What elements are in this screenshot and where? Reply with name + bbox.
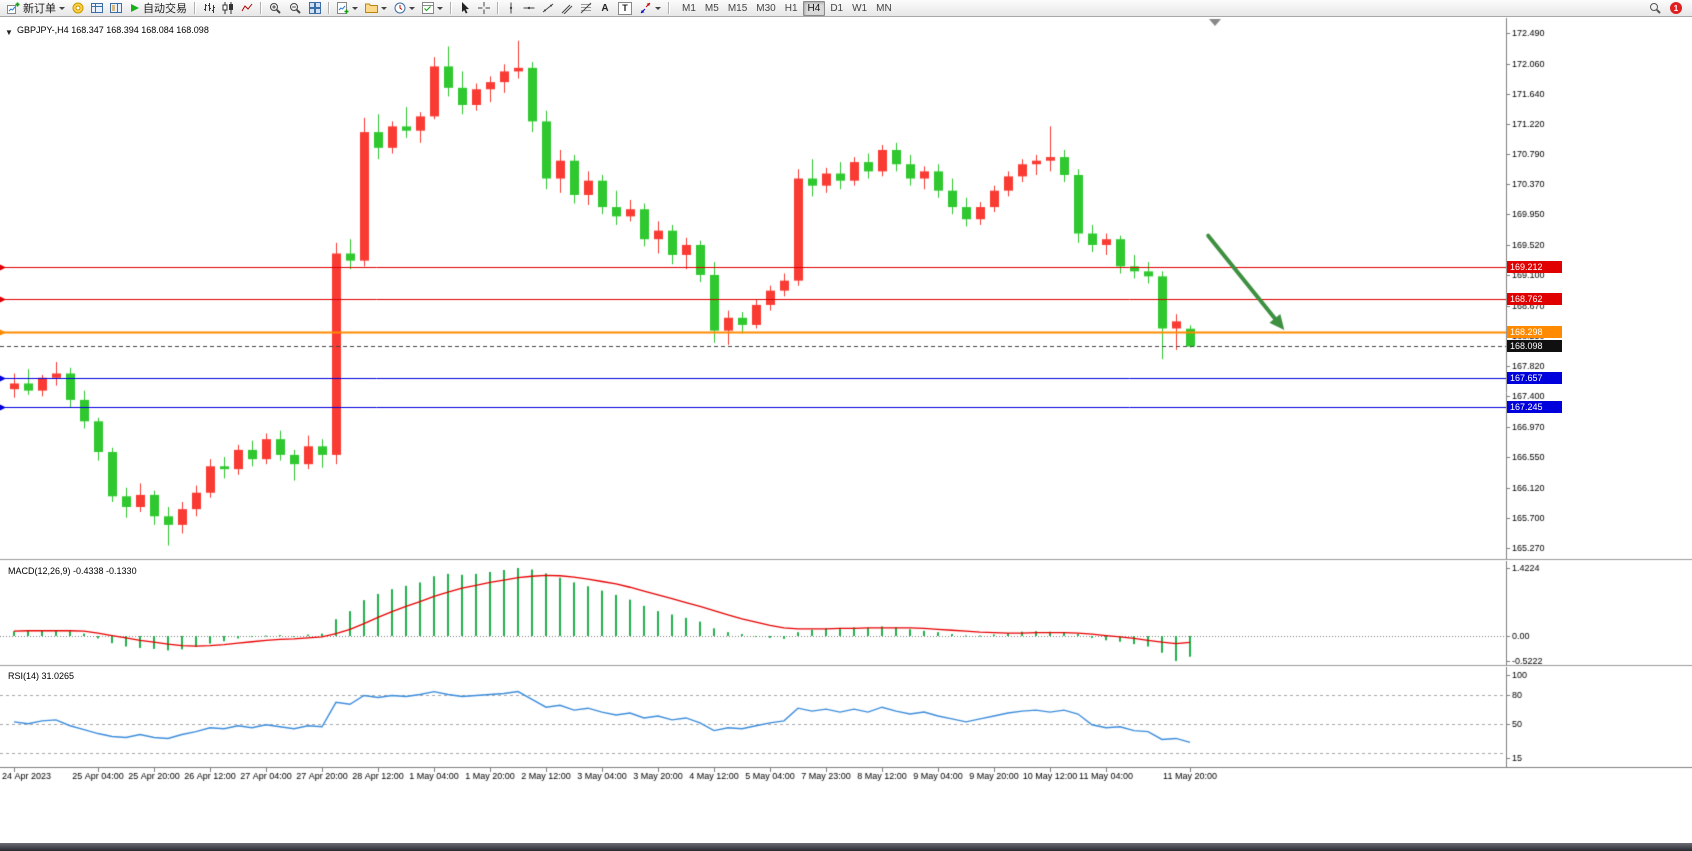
channel-icon bbox=[561, 4, 573, 14]
tile-windows-icon bbox=[309, 2, 321, 14]
label-tool-icon: T bbox=[618, 1, 632, 15]
price-level-badge[interactable]: 168.298 bbox=[1507, 326, 1562, 338]
dropdown-caret-icon bbox=[437, 7, 443, 13]
fibonacci-icon bbox=[580, 2, 592, 14]
fibonacci-button[interactable] bbox=[577, 0, 595, 16]
search-button[interactable] bbox=[1646, 0, 1665, 16]
price-level-badge[interactable]: 167.245 bbox=[1507, 401, 1562, 413]
timeframe-m5-button[interactable]: M5 bbox=[704, 2, 719, 14]
toolbar: 新订单 自动交易 bbox=[0, 0, 1692, 17]
auto-trading-label: 自动交易 bbox=[143, 3, 187, 15]
zoom-out-icon bbox=[290, 3, 301, 14]
search-icon bbox=[1650, 3, 1661, 14]
tile-windows-button[interactable] bbox=[306, 0, 324, 16]
community-button[interactable] bbox=[69, 0, 87, 16]
toolbar-separator bbox=[497, 2, 499, 14]
zoom-out-button[interactable] bbox=[286, 0, 305, 16]
text-tool-icon: A bbox=[601, 2, 609, 14]
new-chart-button[interactable] bbox=[334, 0, 361, 16]
vertical-line-icon bbox=[509, 2, 513, 14]
crosshair-button[interactable] bbox=[475, 0, 493, 16]
dropdown-caret-icon bbox=[352, 7, 358, 13]
chart-canvas[interactable] bbox=[0, 17, 1692, 797]
zoom-in-icon bbox=[270, 3, 281, 14]
arrows-tool-icon bbox=[640, 2, 651, 14]
chart-title: GBPJPY-,H4 168.347 168.394 168.084 168.0… bbox=[17, 25, 209, 35]
current-price-badge: 168.098 bbox=[1507, 340, 1562, 352]
cursor-icon bbox=[462, 2, 469, 14]
dropdown-caret-icon bbox=[59, 7, 65, 13]
text-tool-button[interactable]: A bbox=[596, 0, 614, 16]
line-chart-button[interactable] bbox=[238, 0, 256, 16]
notification-count: 1 bbox=[1673, 3, 1679, 13]
horizontal-line-icon bbox=[523, 6, 535, 10]
timeframe-m30-button[interactable]: M30 bbox=[756, 2, 776, 14]
trendline-button[interactable] bbox=[539, 0, 557, 16]
toolbar-separator bbox=[194, 2, 196, 14]
dropdown-caret-icon bbox=[409, 7, 415, 13]
new-order-button[interactable]: 新订单 bbox=[4, 0, 68, 16]
vertical-line-button[interactable] bbox=[503, 0, 519, 16]
timeframe-group: M1 M5 M15 M30 H1 H4 D1 W1 MN bbox=[678, 0, 896, 16]
new-chart-icon bbox=[337, 2, 349, 14]
navigator-button[interactable] bbox=[107, 0, 125, 16]
channel-button[interactable] bbox=[558, 0, 576, 16]
dropdown-caret-icon bbox=[655, 7, 661, 13]
clock-icon bbox=[394, 2, 406, 14]
toolbar-separator bbox=[328, 2, 330, 14]
price-level-badge[interactable]: 169.212 bbox=[1507, 261, 1562, 273]
profiles-button[interactable] bbox=[362, 0, 390, 16]
candlestick-chart-button[interactable] bbox=[219, 0, 237, 16]
timeframe-m1-button[interactable]: M1 bbox=[682, 2, 696, 14]
cursor-button[interactable] bbox=[456, 0, 474, 16]
timeframe-mn-button[interactable]: MN bbox=[876, 2, 892, 14]
timeframe-d1-button[interactable]: D1 bbox=[830, 2, 844, 14]
macd-label: MACD(12,26,9) -0.4338 -0.1330 bbox=[8, 566, 137, 576]
label-tool-button[interactable]: T bbox=[615, 0, 635, 16]
trendline-icon bbox=[542, 3, 554, 13]
templates-icon bbox=[422, 2, 434, 14]
price-level-badge[interactable]: 167.657 bbox=[1507, 372, 1562, 384]
window-bottom-gap bbox=[0, 797, 1692, 843]
bar-chart-icon bbox=[204, 3, 215, 13]
crosshair-icon bbox=[478, 2, 490, 14]
toolbar-separator bbox=[668, 2, 670, 14]
toolbar-separator bbox=[260, 2, 262, 14]
rsi-label: RSI(14) 31.0265 bbox=[8, 671, 75, 681]
timeframe-m15-button[interactable]: M15 bbox=[727, 2, 748, 14]
community-icon bbox=[72, 2, 84, 14]
navigator-icon bbox=[110, 3, 122, 13]
zoom-in-button[interactable] bbox=[266, 0, 285, 16]
new-order-label: 新订单 bbox=[23, 3, 56, 15]
profiles-icon bbox=[365, 3, 378, 13]
market-watch-button[interactable] bbox=[88, 0, 106, 16]
bar-chart-button[interactable] bbox=[200, 0, 218, 16]
price-level-badge[interactable]: 168.762 bbox=[1507, 293, 1562, 305]
notification-badge[interactable]: 1 bbox=[1670, 2, 1682, 14]
one-click-trading-collapse-icon[interactable]: ▼ bbox=[5, 28, 13, 37]
new-order-icon bbox=[7, 2, 20, 14]
dropdown-caret-icon bbox=[381, 7, 387, 13]
window-bottom-strip bbox=[0, 843, 1692, 851]
timeframe-w1-button[interactable]: W1 bbox=[852, 2, 868, 14]
chart-area: ▼ GBPJPY-,H4 168.347 168.394 168.084 168… bbox=[0, 17, 1692, 797]
horizontal-line-button[interactable] bbox=[520, 0, 538, 16]
line-chart-icon bbox=[241, 3, 253, 12]
templates-button[interactable] bbox=[419, 0, 446, 16]
auto-trading-icon bbox=[131, 4, 139, 12]
toolbar-separator bbox=[450, 2, 452, 14]
period-button[interactable] bbox=[391, 0, 418, 16]
timeframe-h1-button[interactable]: H1 bbox=[784, 2, 798, 14]
timeframe-h4-button[interactable]: H4 bbox=[802, 0, 826, 16]
auto-trading-button[interactable]: 自动交易 bbox=[126, 0, 190, 16]
candlestick-chart-icon bbox=[222, 2, 233, 14]
market-watch-icon bbox=[91, 3, 103, 13]
arrows-tool-button[interactable] bbox=[636, 0, 664, 16]
